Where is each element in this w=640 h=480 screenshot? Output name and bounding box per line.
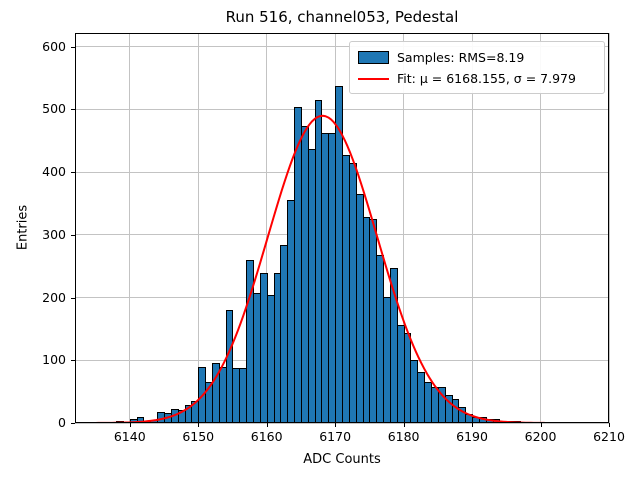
y-tick (71, 297, 75, 299)
x-tick-label: 6200 (524, 429, 557, 444)
x-tick-label: 6210 (593, 429, 625, 444)
plot-area: Samples: RMS=8.19 Fit: μ = 6168.155, σ =… (75, 33, 610, 424)
fit-line-swatch (358, 77, 389, 80)
x-tick (129, 423, 131, 427)
gridline-y (75, 46, 609, 48)
fit-curve (87, 114, 545, 423)
chart-title: Run 516, channel053, Pedestal (225, 8, 459, 26)
gridline-x (540, 33, 542, 423)
gridline-x (197, 33, 199, 423)
y-tick (71, 46, 75, 48)
legend-entry-fit: Fit: μ = 6168.155, σ = 7.979 (358, 68, 596, 89)
x-tick-label: 6160 (250, 429, 283, 444)
y-tick-label: 500 (42, 101, 66, 117)
y-tick-label: 300 (42, 226, 66, 242)
y-tick-label: 0 (58, 415, 66, 430)
legend-samples-label: Samples: RMS=8.19 (397, 50, 525, 65)
gridline-x (403, 33, 405, 423)
histogram-bar (225, 310, 234, 423)
x-tick (403, 423, 405, 427)
y-tick (71, 423, 75, 424)
gridline-x (129, 33, 131, 423)
y-tick-label: 600 (42, 38, 66, 54)
histogram-bar (136, 417, 145, 423)
y-tick (71, 172, 75, 174)
x-tick (198, 423, 200, 427)
legend-entry-samples: Samples: RMS=8.19 (358, 47, 596, 68)
x-tick (609, 423, 610, 427)
gridline-x (608, 33, 610, 423)
x-tick-label: 6150 (182, 429, 215, 444)
samples-patch-swatch (358, 51, 389, 64)
y-tick (71, 109, 75, 111)
gaussian-fit-path (87, 114, 545, 423)
y-tick (71, 360, 75, 362)
x-tick (335, 423, 337, 427)
x-tick-label: 6180 (387, 429, 420, 444)
x-tick-label: 6190 (456, 429, 488, 444)
gridline-y (75, 422, 609, 424)
gridline-x (471, 33, 473, 423)
gridline-x (266, 33, 268, 423)
x-tick (266, 423, 268, 427)
x-tick-label: 6140 (113, 429, 146, 444)
y-axis-label: Entries (15, 204, 31, 251)
x-tick-label: 6170 (319, 429, 352, 444)
y-tick-label: 400 (42, 164, 66, 180)
legend: Samples: RMS=8.19 Fit: μ = 6168.155, σ =… (349, 41, 605, 94)
y-tick-label: 200 (42, 289, 66, 305)
y-tick (71, 234, 75, 236)
x-tick (472, 423, 474, 427)
x-axis-label: ADC Counts (303, 452, 381, 467)
legend-fit-label: Fit: μ = 6168.155, σ = 7.979 (397, 71, 576, 86)
x-tick (540, 423, 542, 427)
y-tick-label: 100 (42, 352, 66, 368)
